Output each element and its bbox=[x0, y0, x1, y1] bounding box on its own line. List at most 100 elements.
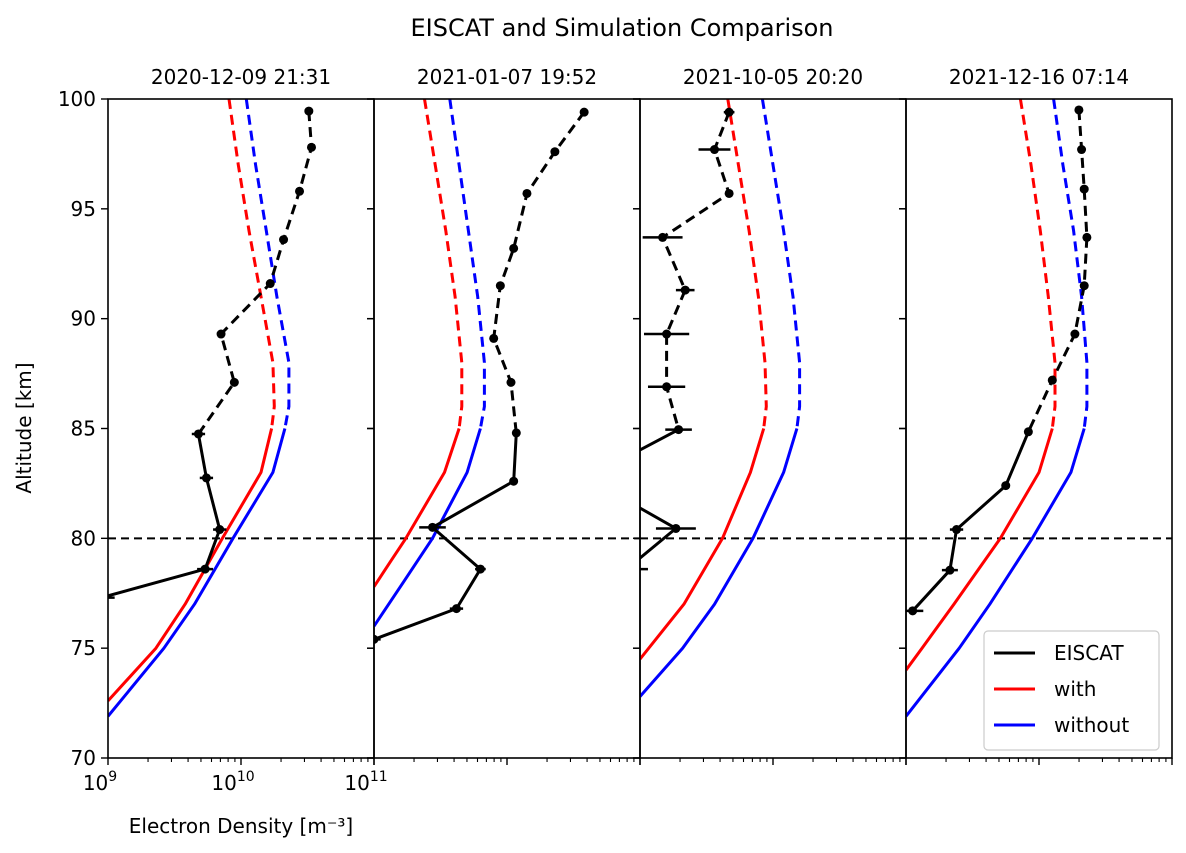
legend-label-eiscat: EISCAT bbox=[1054, 641, 1124, 665]
eiscat-point bbox=[279, 235, 289, 245]
y-tick-label: 70 bbox=[71, 746, 96, 770]
eiscat-point bbox=[709, 145, 719, 155]
legend-label-with: with bbox=[1054, 677, 1096, 701]
eiscat-point bbox=[658, 232, 668, 242]
with-dashed-line bbox=[726, 99, 768, 429]
without-solid-line bbox=[640, 428, 799, 698]
x-tick-label: 109 bbox=[83, 769, 117, 795]
eiscat-point bbox=[201, 473, 211, 483]
eiscat-point bbox=[216, 329, 226, 339]
without-solid-line bbox=[374, 428, 482, 628]
eiscat-point bbox=[193, 429, 203, 439]
with-dashed-line bbox=[227, 99, 276, 429]
eiscat-point bbox=[265, 279, 275, 289]
with-solid-line bbox=[108, 428, 274, 702]
eiscat-solid-line bbox=[108, 427, 222, 598]
eiscat-point bbox=[90, 606, 99, 615]
plot-area bbox=[374, 99, 640, 644]
eiscat-point bbox=[495, 281, 505, 291]
without-dashed-line bbox=[244, 99, 291, 429]
eiscat-point bbox=[550, 147, 560, 157]
eiscat-point bbox=[1082, 232, 1092, 242]
eiscat-point bbox=[306, 142, 316, 152]
eiscat-point bbox=[952, 525, 962, 535]
eiscat-solid-line bbox=[640, 428, 681, 561]
eiscat-point bbox=[680, 285, 690, 295]
eiscat-point bbox=[229, 377, 239, 387]
y-tick-label: 80 bbox=[71, 526, 96, 550]
eiscat-point bbox=[304, 106, 314, 116]
eiscat-point bbox=[509, 243, 519, 253]
without-dashed-line bbox=[760, 99, 802, 429]
without-dashed-line bbox=[448, 99, 486, 429]
y-tick-label: 100 bbox=[58, 87, 96, 111]
eiscat-point bbox=[622, 565, 631, 574]
y-tick-label: 85 bbox=[71, 417, 96, 441]
panel-2: 2021-01-07 19:52 bbox=[367, 65, 641, 765]
eiscat-point bbox=[428, 522, 438, 532]
eiscat-point bbox=[97, 593, 106, 602]
eiscat-solid-line bbox=[374, 428, 518, 641]
x-tick-label: 1011 bbox=[344, 769, 387, 795]
eiscat-point bbox=[1079, 184, 1089, 194]
x-tick-label: 1010 bbox=[211, 769, 254, 795]
without-dashed-line bbox=[1052, 99, 1089, 429]
eiscat-point bbox=[724, 107, 734, 117]
eiscat-point bbox=[582, 473, 591, 482]
eiscat-point bbox=[511, 428, 521, 438]
without-solid-line bbox=[906, 428, 1086, 718]
with-solid-line bbox=[374, 428, 461, 588]
eiscat-point bbox=[579, 107, 589, 117]
eiscat-point bbox=[215, 525, 225, 535]
eiscat-point bbox=[374, 634, 379, 644]
plot-area bbox=[906, 99, 1172, 718]
y-tick-label: 90 bbox=[71, 307, 96, 331]
eiscat-dashed-line bbox=[201, 110, 313, 430]
panel-title: 2021-12-16 07:14 bbox=[949, 65, 1129, 89]
eiscat-point bbox=[1023, 427, 1033, 437]
eiscat-point bbox=[945, 565, 955, 575]
eiscat-point bbox=[662, 329, 672, 339]
eiscat-point bbox=[908, 606, 918, 616]
panel-title: 2021-01-07 19:52 bbox=[417, 65, 597, 89]
eiscat-point bbox=[662, 382, 672, 392]
y-axis-label: Altitude [km] bbox=[12, 362, 36, 493]
plot-area bbox=[90, 99, 374, 718]
panel-frame bbox=[373, 98, 641, 759]
legend: EISCAT with without bbox=[983, 630, 1160, 751]
without-solid-line bbox=[108, 428, 287, 718]
eiscat-point bbox=[200, 564, 210, 574]
eiscat-point bbox=[295, 186, 305, 196]
legend-label-without: without bbox=[1054, 713, 1129, 737]
panel-title: 2020-12-09 21:31 bbox=[151, 65, 331, 89]
eiscat-point bbox=[724, 188, 734, 198]
eiscat-point bbox=[1047, 375, 1057, 385]
eiscat-point bbox=[509, 476, 519, 486]
eiscat-point bbox=[671, 523, 681, 533]
eiscat-point bbox=[1070, 329, 1080, 339]
panel-3: 2021-10-05 20:20 bbox=[582, 65, 907, 765]
x-axis-label: Electron Density [m⁻³] bbox=[129, 814, 353, 838]
panel-title: 2021-10-05 20:20 bbox=[683, 65, 863, 89]
eiscat-point bbox=[1079, 281, 1089, 291]
panels: 2020-12-09 21:31 70 75 80 85 90 95 100 109 1010 10… bbox=[58, 65, 1173, 795]
chart-title: EISCAT and Simulation Comparison bbox=[410, 14, 833, 42]
panel-4: 2021-12-16 07:14 bbox=[899, 65, 1173, 765]
with-dashed-line bbox=[423, 99, 464, 429]
eiscat-dashed-line bbox=[661, 111, 731, 429]
with-dashed-line bbox=[1018, 99, 1057, 429]
eiscat-dashed-line bbox=[492, 111, 586, 429]
panel-1: 2020-12-09 21:31 70 75 80 85 90 95 100 109 1010 10… bbox=[58, 65, 388, 795]
eiscat-point bbox=[1074, 105, 1084, 115]
with-solid-line bbox=[906, 428, 1054, 671]
eiscat-dashed-line bbox=[1028, 109, 1089, 430]
plot-area bbox=[582, 99, 906, 698]
y-tick-label: 75 bbox=[71, 636, 96, 660]
eiscat-point bbox=[451, 604, 461, 614]
eiscat-point bbox=[674, 425, 684, 435]
with-solid-line bbox=[640, 428, 766, 661]
eiscat-point bbox=[506, 377, 516, 387]
eiscat-point bbox=[522, 188, 532, 198]
y-tick-label: 95 bbox=[71, 197, 96, 221]
